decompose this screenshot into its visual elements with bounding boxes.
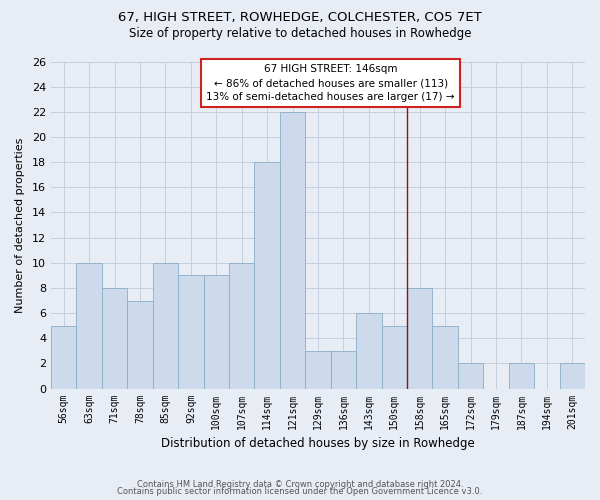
Bar	[458, 364, 483, 388]
Bar	[560, 364, 585, 388]
Text: Contains public sector information licensed under the Open Government Licence v3: Contains public sector information licen…	[118, 487, 482, 496]
Bar	[51, 326, 76, 388]
Bar	[509, 364, 534, 388]
Bar	[433, 326, 458, 388]
Bar	[382, 326, 407, 388]
Bar	[254, 162, 280, 388]
Bar	[76, 263, 102, 388]
Bar	[331, 351, 356, 389]
Y-axis label: Number of detached properties: Number of detached properties	[15, 138, 25, 312]
Bar	[203, 276, 229, 388]
Bar	[178, 276, 203, 388]
Bar	[102, 288, 127, 388]
X-axis label: Distribution of detached houses by size in Rowhedge: Distribution of detached houses by size …	[161, 437, 475, 450]
Bar	[280, 112, 305, 388]
Text: 67, HIGH STREET, ROWHEDGE, COLCHESTER, CO5 7ET: 67, HIGH STREET, ROWHEDGE, COLCHESTER, C…	[118, 11, 482, 24]
Text: Size of property relative to detached houses in Rowhedge: Size of property relative to detached ho…	[129, 28, 471, 40]
Text: 67 HIGH STREET: 146sqm
← 86% of detached houses are smaller (113)
13% of semi-de: 67 HIGH STREET: 146sqm ← 86% of detached…	[206, 64, 455, 102]
Bar	[305, 351, 331, 389]
Bar	[356, 313, 382, 388]
Bar	[229, 263, 254, 388]
Bar	[407, 288, 433, 388]
Bar	[153, 263, 178, 388]
Text: Contains HM Land Registry data © Crown copyright and database right 2024.: Contains HM Land Registry data © Crown c…	[137, 480, 463, 489]
Bar	[127, 300, 153, 388]
